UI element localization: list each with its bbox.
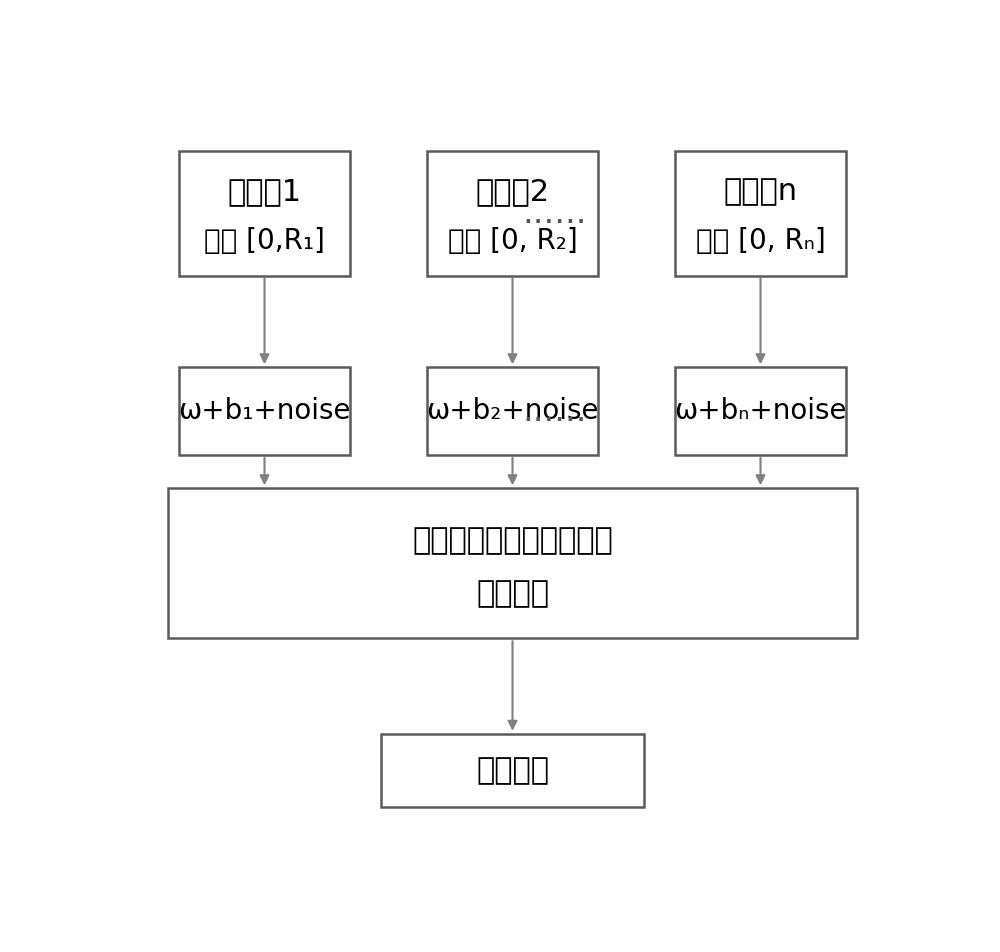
FancyBboxPatch shape xyxy=(168,488,857,639)
Text: ......: ...... xyxy=(523,395,587,427)
FancyBboxPatch shape xyxy=(179,150,350,275)
Text: 滤波融合: 滤波融合 xyxy=(476,579,549,607)
FancyBboxPatch shape xyxy=(675,150,846,275)
Text: 传感器n: 传感器n xyxy=(723,177,798,207)
Text: ω+b₁+noise: ω+b₁+noise xyxy=(178,397,351,426)
FancyBboxPatch shape xyxy=(427,150,598,275)
FancyBboxPatch shape xyxy=(675,367,846,455)
Text: 传感器2: 传感器2 xyxy=(475,177,550,207)
FancyBboxPatch shape xyxy=(427,367,598,455)
Text: 传感器1: 传感器1 xyxy=(227,177,302,207)
Text: ω+b₂+noise: ω+b₂+noise xyxy=(426,397,599,426)
Text: 融合输出: 融合输出 xyxy=(476,756,549,784)
Text: 量程 [0, R₂]: 量程 [0, R₂] xyxy=(448,227,577,254)
FancyBboxPatch shape xyxy=(179,367,350,455)
FancyBboxPatch shape xyxy=(381,734,644,807)
Text: 根据量程分段设置噪声值: 根据量程分段设置噪声值 xyxy=(412,526,613,555)
Text: ω+bₙ+noise: ω+bₙ+noise xyxy=(674,397,847,426)
Text: 量程 [0, Rₙ]: 量程 [0, Rₙ] xyxy=(696,227,825,254)
Text: 量程 [0,R₁]: 量程 [0,R₁] xyxy=(204,227,325,254)
Text: ......: ...... xyxy=(523,197,587,229)
